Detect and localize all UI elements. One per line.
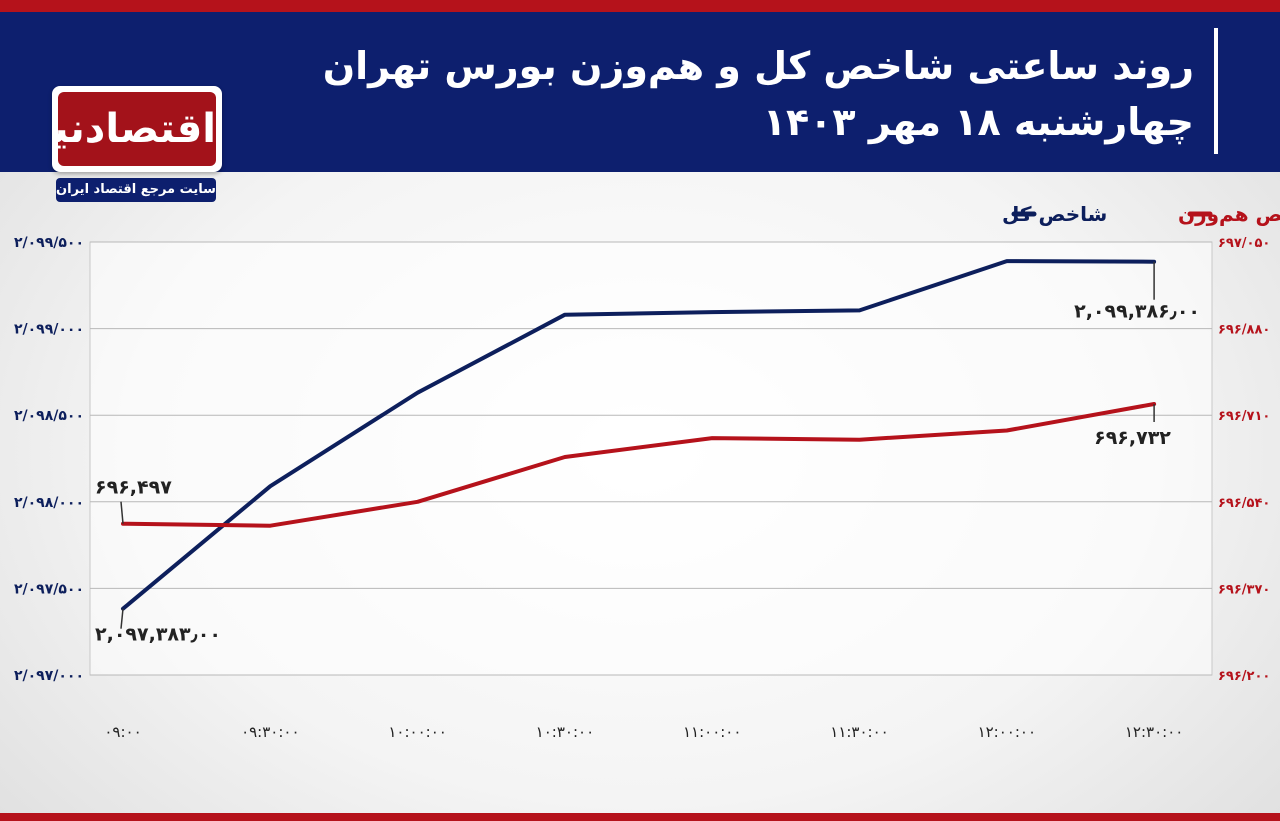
y-left-tick-label: ۲/۰۹۷/۵۰۰	[14, 581, 84, 597]
legend-label: شاخص کل	[1002, 202, 1107, 226]
chart-title: روند ساعتی شاخص کل و هم‌وزن بورس تهران	[322, 44, 1194, 88]
y-right-tick-label: ۶۹۶/۷۱۰	[1218, 409, 1270, 424]
annotation-leader	[120, 501, 124, 524]
logo-tagline: سایت مرجع اقتصاد ایران	[56, 178, 216, 202]
logo: اقتصادنیوز	[52, 86, 222, 172]
bottom-accent-strip	[0, 813, 1280, 821]
data-label: ۶۹۶,۴۹۷	[95, 477, 172, 499]
logo-text: اقتصادنیوز	[58, 92, 216, 166]
y-right-tick-label: ۶۹۶/۸۸۰	[1218, 323, 1270, 338]
y-left-tick-label: ۲/۰۹۹/۵۰۰	[14, 235, 84, 251]
series-line	[121, 259, 1157, 611]
x-tick-label: ۱۱:۳۰:۰۰	[830, 723, 888, 741]
y-right-tick-label: ۶۹۶/۲۰۰	[1218, 669, 1270, 684]
x-tick-label: ۱۱:۰۰:۰۰	[683, 723, 741, 741]
annotation-leader	[120, 608, 124, 629]
y-left-tick-label: ۲/۰۹۹/۰۰۰	[14, 322, 84, 338]
plot-area	[89, 241, 1213, 676]
top-accent-strip	[0, 0, 1280, 12]
series-line	[121, 402, 1157, 528]
y-left-tick-label: ۲/۰۹۷/۰۰۰	[14, 668, 84, 684]
legend-label: شاخص هم‌وزن	[1178, 202, 1280, 226]
x-tick-label: ۰۹:۰۰	[104, 723, 141, 741]
x-tick-label: ۱۲:۰۰:۰۰	[978, 723, 1036, 741]
chart-subtitle-date: چهارشنبه ۱۸ مهر ۱۴۰۳	[762, 100, 1194, 144]
x-tick-label: ۱۰:۳۰:۰۰	[536, 723, 594, 741]
x-tick-label: ۱۰:۰۰:۰۰	[388, 723, 446, 741]
title-divider	[1214, 28, 1218, 154]
data-label: ۶۹۶,۷۳۲	[1094, 427, 1171, 449]
y-right-tick-label: ۶۹۶/۳۷۰	[1218, 582, 1270, 597]
y-left-tick-label: ۲/۰۹۸/۵۰۰	[14, 408, 84, 424]
y-right-tick-label: ۶۹۶/۵۴۰	[1218, 496, 1270, 511]
x-tick-label: ۰۹:۳۰:۰۰	[241, 723, 299, 741]
data-label: ۲,۰۹۹,۳۸۶٫۰۰	[1074, 301, 1200, 323]
x-tick-label: ۱۲:۳۰:۰۰	[1125, 723, 1183, 741]
data-label: ۲,۰۹۷,۳۸۳٫۰۰	[95, 624, 221, 646]
y-left-tick-label: ۲/۰۹۸/۰۰۰	[14, 495, 84, 511]
y-right-tick-label: ۶۹۷/۰۵۰	[1218, 236, 1270, 251]
